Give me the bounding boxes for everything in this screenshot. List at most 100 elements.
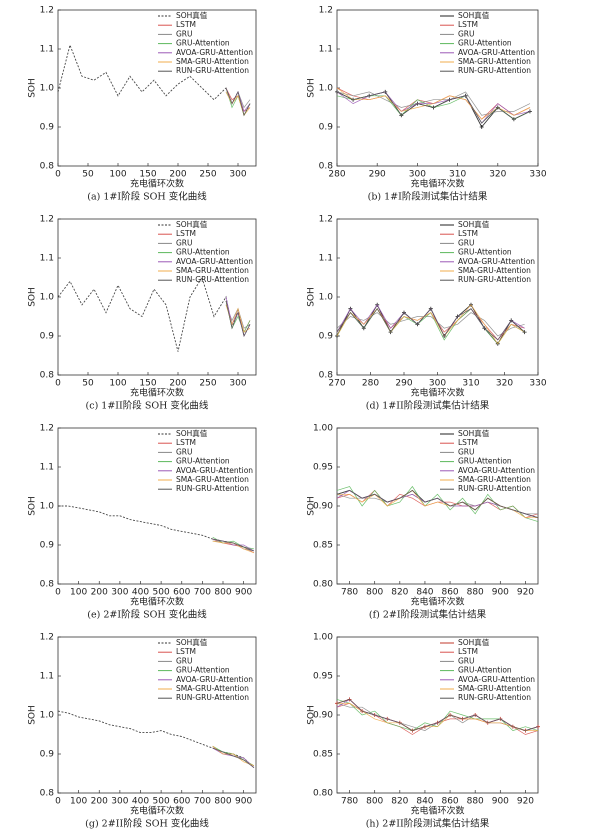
x-axis-label: 充电循环次数 (130, 387, 184, 399)
caption: (f) 2#I阶段测试集估计结果 (369, 609, 487, 621)
x-tick-label: 820 (391, 588, 408, 598)
x-tick-label: 880 (467, 797, 484, 807)
x-tick-label: 800 (366, 588, 383, 598)
caption: (g) 2#II阶段 SOH 变化曲线 (85, 818, 209, 830)
legend-label: LSTM (176, 20, 196, 29)
series-line (58, 505, 255, 552)
plot-frame (336, 636, 539, 794)
legend-label: GRU-Attention (176, 39, 230, 48)
y-tick-label: 0.9 (40, 750, 55, 760)
x-tick-label: 900 (235, 588, 252, 598)
caption: (a) 1#I阶段 SOH 变化曲线 (87, 191, 207, 203)
x-tick-label: 200 (91, 797, 108, 807)
legend-label: SOH真值 (176, 637, 208, 647)
legend-label: GRU (176, 447, 193, 456)
legend-label: LSTM (458, 438, 478, 447)
subplot: 0.80 0.85 0.90 0.95 1.00 780 800 820 840 860 880 90… (307, 424, 539, 621)
x-tick-label: 300 (229, 170, 246, 180)
caption: (d) 1#II阶段测试集估计结果 (366, 400, 490, 412)
x-tick-label: 100 (109, 379, 126, 389)
legend-label: SMA-GRU-Attention (458, 684, 531, 693)
y-tick-label: 1.2 (319, 6, 333, 16)
caption: (e) 2#I阶段 SOH 变化曲线 (87, 609, 207, 621)
legend-label: SMA-GRU-Attention (176, 475, 249, 484)
legend-label: SOH真值 (176, 428, 208, 438)
series-line (212, 538, 255, 552)
series-line (57, 710, 255, 768)
y-tick-label: 1.2 (319, 215, 333, 225)
series-line (225, 300, 251, 337)
y-tick-label: 0.9 (319, 123, 334, 133)
legend-label: GRU-Attention (176, 666, 230, 675)
series-line (57, 276, 251, 352)
series-line (336, 312, 525, 337)
x-tick-label: 400 (132, 588, 149, 598)
legend-label: GRU-Attention (458, 248, 512, 257)
y-axis-label: SOH (28, 496, 38, 516)
plot-frame (336, 427, 539, 585)
legend-label: GRU (176, 238, 193, 247)
legend-label: SOH真值 (176, 10, 208, 20)
x-tick-label: 310 (462, 379, 479, 389)
legend-label: GRU-Attention (458, 457, 512, 466)
y-tick-label: 0.8 (319, 162, 334, 172)
x-tick-label: 0 (55, 170, 61, 180)
legend-label: LSTM (458, 229, 478, 238)
x-tick-label: 330 (529, 379, 546, 389)
x-tick-label: 250 (199, 170, 216, 180)
series-line (212, 536, 254, 550)
x-axis-label: 充电循环次数 (130, 596, 184, 608)
x-tick-label: 780 (341, 588, 358, 598)
legend-label: AVOA-GRU-Attention (176, 675, 253, 684)
series-line (336, 699, 539, 731)
legend-label: GRU (458, 656, 475, 665)
x-tick-label: 100 (70, 797, 87, 807)
caption: (h) 2#II阶段测试集估计结果 (366, 818, 490, 830)
y-axis-label: SOH (307, 496, 317, 516)
y-tick-label: 1.00 (313, 633, 333, 643)
y-tick-label: 0.80 (313, 789, 333, 799)
legend-label: RUN-GRU-Attention (458, 484, 531, 493)
plot-frame (336, 218, 539, 376)
x-tick-label: 920 (517, 588, 534, 598)
legend-label: SOH真值 (458, 10, 490, 20)
x-tick-label: 100 (109, 170, 126, 180)
x-tick-label: 820 (391, 797, 408, 807)
legend-label: AVOA-GRU-Attention (458, 466, 535, 475)
x-axis-label: 充电循环次数 (410, 805, 464, 817)
y-tick-label: 0.85 (313, 541, 333, 551)
legend-label: GRU (176, 656, 193, 665)
x-tick-label: 310 (449, 170, 466, 180)
x-tick-label: 300 (409, 170, 426, 180)
legend-label: LSTM (176, 229, 196, 238)
series-line (336, 702, 539, 735)
subplot: 0.8 0.9 1.0 1.1 1.2 0 50 100 150 200 250 300 充电循环次数 S… (28, 6, 257, 203)
y-tick-label: 0.95 (313, 463, 333, 473)
series-line (336, 304, 525, 345)
legend-label: AVOA-GRU-Attention (176, 48, 253, 57)
y-tick-label: 1.0 (40, 293, 55, 303)
x-tick-label: 500 (153, 797, 170, 807)
x-tick-label: 200 (91, 588, 108, 598)
x-tick-label: 800 (214, 797, 231, 807)
legend-label: GRU-Attention (176, 457, 230, 466)
y-tick-label: 0.9 (40, 541, 55, 551)
legend-label: RUN-GRU-Attention (176, 693, 249, 702)
legend-label: GRU-Attention (176, 248, 230, 257)
y-axis-label: SOH (28, 705, 38, 725)
x-tick-label: 900 (492, 797, 509, 807)
x-tick-label: 50 (82, 379, 94, 389)
x-tick-label: 150 (139, 170, 156, 180)
legend-label: SMA-GRU-Attention (176, 266, 249, 275)
x-tick-label: 100 (70, 588, 87, 598)
series-line (336, 699, 539, 731)
x-tick-label: 270 (328, 379, 345, 389)
x-tick-label: 200 (169, 379, 186, 389)
x-tick-label: 600 (173, 588, 190, 598)
x-tick-label: 0 (55, 379, 61, 389)
legend-label: SMA-GRU-Attention (176, 684, 249, 693)
y-tick-label: 0.8 (40, 580, 55, 590)
legend-label: RUN-GRU-Attention (176, 275, 249, 284)
legend-label: RUN-GRU-Attention (176, 484, 249, 493)
x-tick-label: 800 (214, 588, 231, 598)
